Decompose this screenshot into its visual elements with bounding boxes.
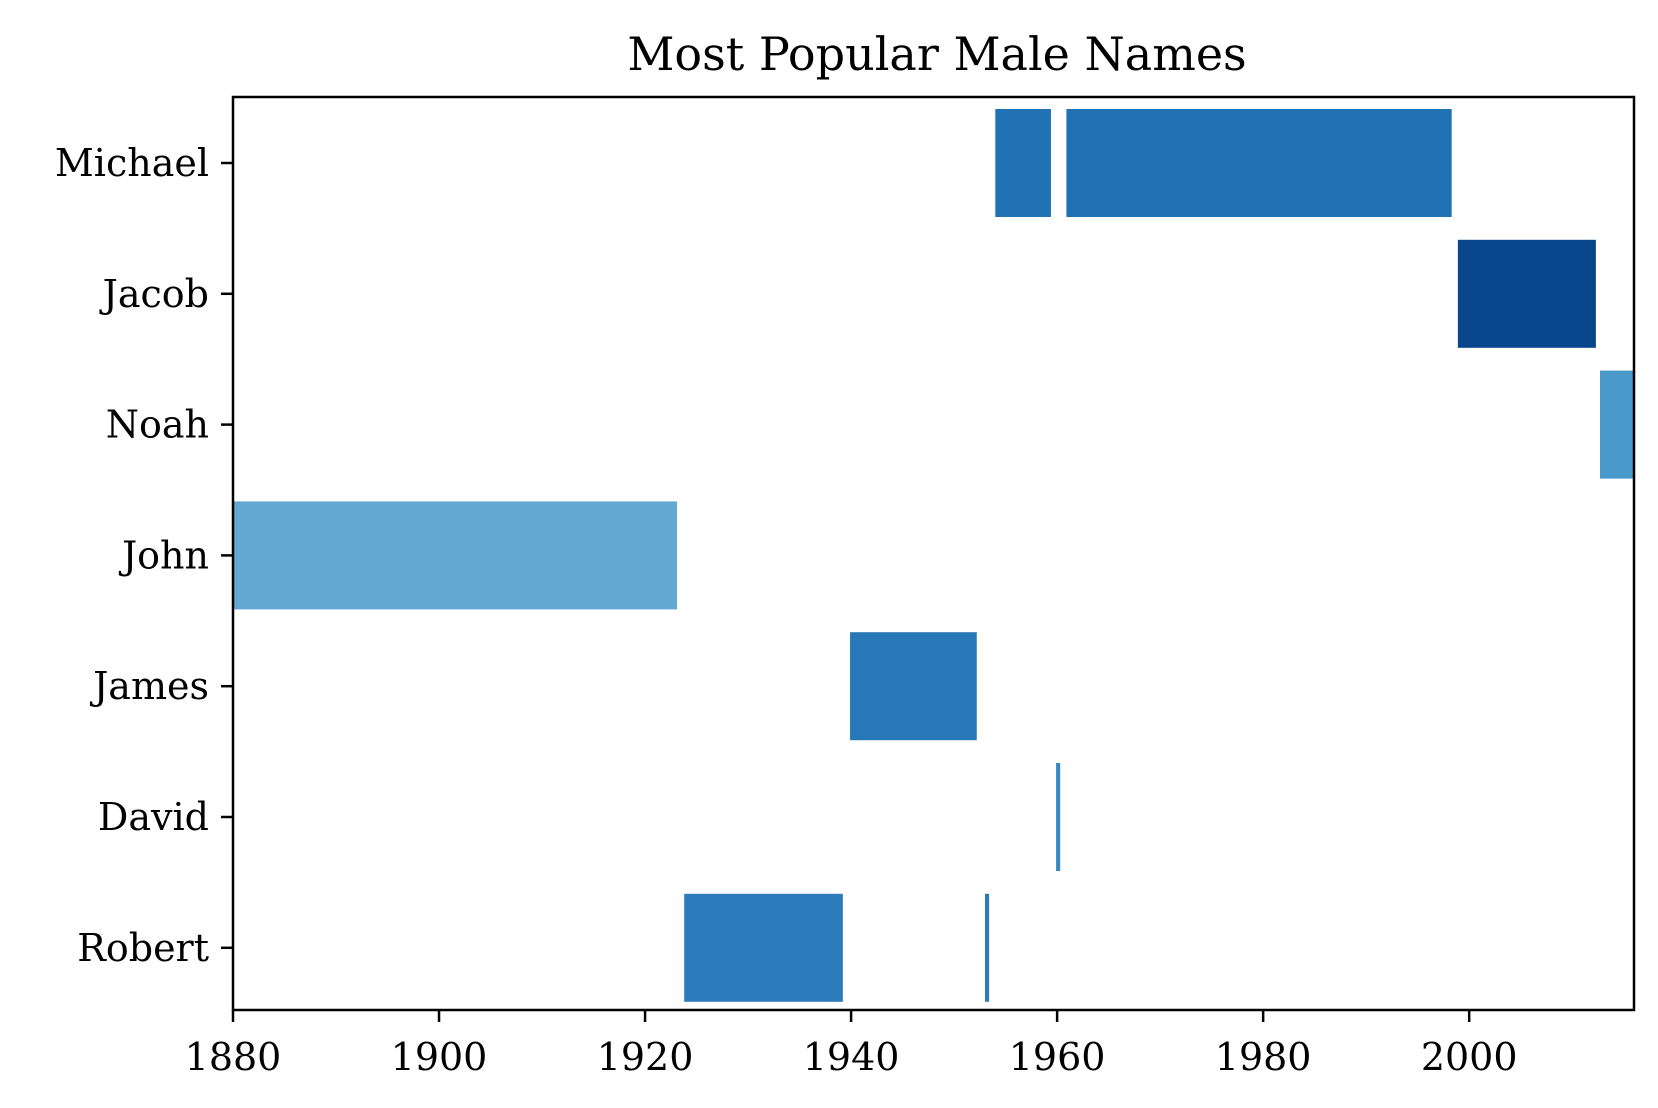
chart-title: Most Popular Male Names — [627, 27, 1246, 81]
bar-michael-2 — [1066, 109, 1452, 217]
x-tick-label-1980: 1980 — [1215, 1035, 1312, 1079]
plot-frame — [231, 95, 1636, 1012]
x-tick-label-1880: 1880 — [185, 1035, 282, 1079]
bar-robert-1 — [684, 893, 843, 1002]
x-tick-label-1900: 1900 — [391, 1035, 488, 1079]
y-tick-label-noah: Noah — [106, 403, 209, 447]
bar-david-1 — [1056, 763, 1061, 871]
y-tick-label-james: James — [89, 664, 209, 708]
x-tick-label-2000: 2000 — [1421, 1035, 1518, 1079]
bars-layer — [233, 109, 1634, 1002]
x-axis: 1880 1900 1920 1940 1960 1980 2000 — [185, 1010, 1518, 1079]
y-tick-label-michael: Michael — [55, 141, 209, 185]
y-tick-label-john: John — [118, 533, 209, 577]
bar-john-1 — [233, 501, 677, 610]
bar-james-1 — [850, 632, 977, 741]
y-tick-label-robert: Robert — [77, 926, 209, 970]
y-axis: Michael Jacob Noah John James David Robert — [55, 141, 233, 970]
x-tick-label-1940: 1940 — [803, 1035, 900, 1079]
bar-noah-1 — [1600, 370, 1634, 479]
y-tick-label-jacob: Jacob — [99, 272, 209, 316]
x-tick-label-1920: 1920 — [597, 1035, 694, 1079]
y-tick-label-david: David — [98, 795, 209, 839]
x-tick-label-1960: 1960 — [1009, 1035, 1106, 1079]
bar-michael-1 — [995, 109, 1051, 217]
bar-jacob-1 — [1457, 239, 1596, 348]
bar-robert-2 — [985, 893, 990, 1002]
